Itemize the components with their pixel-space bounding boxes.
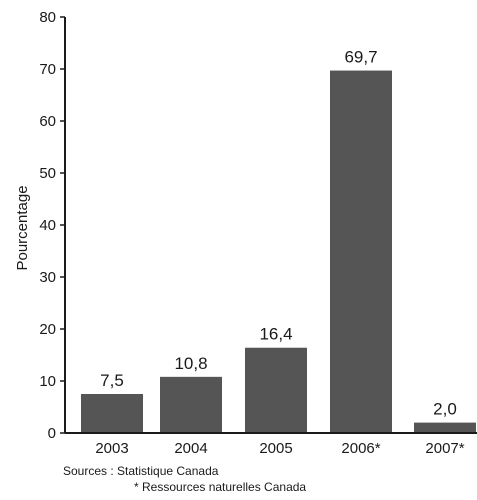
y-tick-label: 10 [39, 373, 56, 390]
y-tick-label: 30 [39, 269, 56, 286]
bar-2005 [245, 347, 307, 433]
bar-value-label: 7,5 [100, 371, 124, 390]
x-axis-labels: 2003 2004 2005 2006* 2007* [95, 440, 464, 457]
bar-2006-est [330, 70, 392, 433]
bar-2003 [81, 394, 143, 433]
y-tick-label: 0 [48, 425, 56, 442]
bar-value-label: 2,0 [433, 400, 457, 419]
y-tick-label: 50 [39, 165, 56, 182]
y-tick-label: 60 [39, 113, 56, 130]
y-axis-title: Pourcentage [14, 185, 31, 270]
y-tick-label: 20 [39, 321, 56, 338]
y-tick-label: 40 [39, 217, 56, 234]
bars: 7,5 10,8 16,4 69,7 2,0 [81, 48, 476, 433]
x-tick-label: 2004 [174, 440, 207, 457]
y-tick-label: 80 [39, 9, 56, 26]
y-tick-label: 70 [39, 61, 56, 78]
x-tick-label: 2006* [341, 440, 380, 457]
bar-2007-est [414, 422, 476, 433]
source-note-secondary: * Ressources naturelles Canada [134, 480, 307, 494]
x-tick-label: 2005 [259, 440, 292, 457]
x-tick-label: 2003 [95, 440, 128, 457]
bar-value-label: 10,8 [174, 354, 207, 373]
bar-value-label: 69,7 [344, 48, 377, 67]
y-axis-ticks: 0 10 20 30 40 50 60 70 80 [39, 9, 65, 442]
bar-value-label: 16,4 [259, 325, 292, 344]
x-tick-label: 2007* [425, 440, 464, 457]
bar-2004 [160, 376, 222, 433]
source-note: Sources : Statistique Canada [63, 464, 219, 478]
